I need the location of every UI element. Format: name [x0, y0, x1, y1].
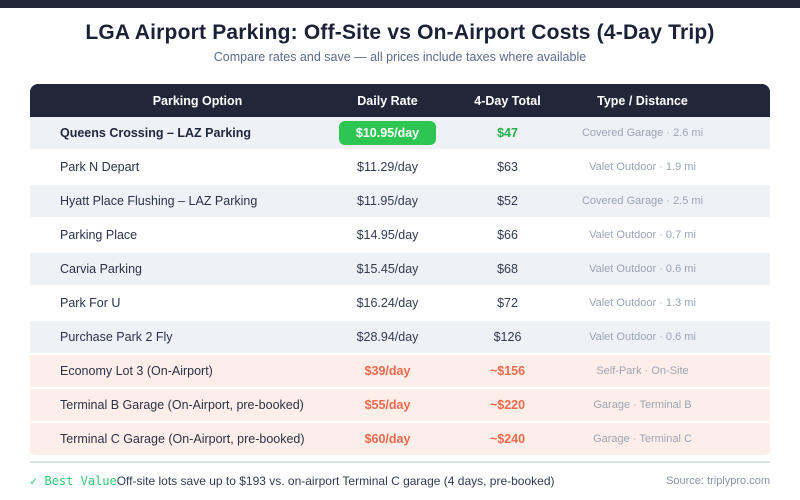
daily-rate-value: $11.29/day [357, 160, 418, 174]
type-distance-value: Valet Outdoor · 1.9 mi [589, 161, 696, 173]
daily-rate-cell: $10.95/day [335, 121, 440, 145]
daily-rate-cell: $14.95/day [335, 228, 440, 242]
daily-rate-cell: $11.95/day [335, 194, 440, 208]
parking-comparison-table: Parking Option Daily Rate 4-Day Total Ty… [30, 84, 770, 457]
table-row: Park N Depart $11.29/day $63 Valet Outdo… [30, 151, 770, 185]
table-row: Terminal B Garage (On-Airport, pre-booke… [30, 389, 770, 423]
source-attribution: Source: triplypro.com [666, 475, 770, 487]
table-row: Parking Place $14.95/day $66 Valet Outdo… [30, 219, 770, 253]
page-subtitle: Compare rates and save — all prices incl… [213, 50, 587, 64]
four-day-total-value: $66 [497, 228, 518, 242]
type-distance-value: Garage · Terminal C [593, 433, 692, 445]
best-value-note: ✓ Best Value Off-site lots save up to $1… [30, 474, 555, 488]
daily-rate-cell: $28.94/day [335, 330, 440, 344]
daily-rate-value: $10.95/day [338, 121, 437, 145]
daily-rate-value: $16.24/day [356, 296, 419, 310]
table-row: Park For U $16.24/day $72 Valet Outdoor … [30, 287, 770, 321]
page-title: LGA Airport Parking: Off-Site vs On-Airp… [85, 21, 715, 44]
type-distance-value: Garage · Terminal B [593, 399, 692, 411]
best-value-badge [37, 474, 44, 488]
parking-option-name: Queens Crossing – LAZ Parking [60, 126, 252, 140]
daily-rate-value: $55/day [364, 398, 411, 412]
parking-option-name: Purchase Park 2 Fly [60, 330, 173, 344]
daily-rate-value: $28.94/day [356, 330, 419, 344]
daily-rate-cell: $39/day [335, 364, 440, 378]
savings-note: Off-site lots save up to $193 vs. on-air… [116, 474, 555, 488]
column-header-parking-option: Parking Option [152, 93, 243, 108]
footer: ✓ Best Value Off-site lots save up to $1… [30, 461, 770, 488]
parking-option-name: Parking Place [60, 228, 138, 242]
daily-rate-cell: $55/day [335, 398, 440, 412]
daily-rate-value: $11.95/day [357, 194, 418, 208]
parking-option-name: Carvia Parking [60, 262, 142, 276]
table-row: Hyatt Place Flushing – LAZ Parking $11.9… [30, 185, 770, 219]
four-day-total-value: $126 [493, 330, 522, 344]
parking-option-name: Terminal B Garage (On-Airport, pre-booke… [60, 398, 304, 412]
table-row: Terminal C Garage (On-Airport, pre-booke… [30, 423, 770, 457]
daily-rate-cell: $11.29/day [335, 160, 440, 174]
type-distance-value: Valet Outdoor · 0.6 mi [589, 331, 696, 343]
type-distance-value: Covered Garage · 2.5 mi [581, 195, 704, 207]
type-distance-value: Covered Garage · 2.6 mi [581, 127, 704, 139]
four-day-total-value: ~$240 [489, 432, 526, 446]
four-day-total-value: ~$220 [489, 398, 526, 412]
type-distance-value: Valet Outdoor · 0.7 mi [589, 229, 696, 241]
parking-option-name: Terminal C Garage (On-Airport, pre-booke… [60, 432, 305, 446]
best-value-badge-label: Best Value [44, 474, 117, 488]
daily-rate-cell: $15.45/day [335, 262, 440, 276]
table-header-row: Parking Option Daily Rate 4-Day Total Ty… [30, 84, 770, 117]
daily-rate-cell: $60/day [335, 432, 440, 446]
parking-option-name: Economy Lot 3 (On-Airport) [60, 364, 213, 378]
four-day-total-value: $68 [497, 262, 518, 276]
type-distance-value: Valet Outdoor · 0.6 mi [589, 263, 696, 275]
column-header-4-day-total: 4-Day Total [474, 93, 541, 108]
daily-rate-value: $14.95/day [356, 228, 419, 242]
type-distance-value: Self-Park · On-Site [596, 365, 689, 377]
table-row: Purchase Park 2 Fly $28.94/day $126 Vale… [30, 321, 770, 355]
daily-rate-cell: $16.24/day [335, 296, 440, 310]
column-header-type-distance: Type / Distance [597, 93, 688, 108]
table-row: Carvia Parking $15.45/day $68 Valet Outd… [30, 253, 770, 287]
parking-option-name: Park N Depart [60, 160, 140, 174]
four-day-total-value: $63 [497, 160, 518, 174]
daily-rate-value: $39/day [364, 364, 411, 378]
table-row: Queens Crossing – LAZ Parking $10.95/day… [30, 117, 770, 151]
type-distance-value: Valet Outdoor · 1.3 mi [589, 297, 696, 309]
top-accent-bar [0, 0, 800, 8]
check-icon: ✓ [30, 474, 38, 488]
four-day-total-value: $47 [497, 126, 518, 140]
parking-option-name: Hyatt Place Flushing – LAZ Parking [60, 194, 258, 208]
four-day-total-value: $72 [497, 296, 518, 310]
column-header-daily-rate: Daily Rate [357, 93, 418, 108]
four-day-total-value: ~$156 [489, 364, 526, 378]
table-row: Economy Lot 3 (On-Airport) $39/day ~$156… [30, 355, 770, 389]
table-body: Queens Crossing – LAZ Parking $10.95/day… [30, 117, 770, 457]
four-day-total-value: $52 [497, 194, 518, 208]
daily-rate-value: $60/day [364, 432, 411, 446]
daily-rate-value: $15.45/day [356, 262, 419, 276]
parking-option-name: Park For U [60, 296, 121, 310]
